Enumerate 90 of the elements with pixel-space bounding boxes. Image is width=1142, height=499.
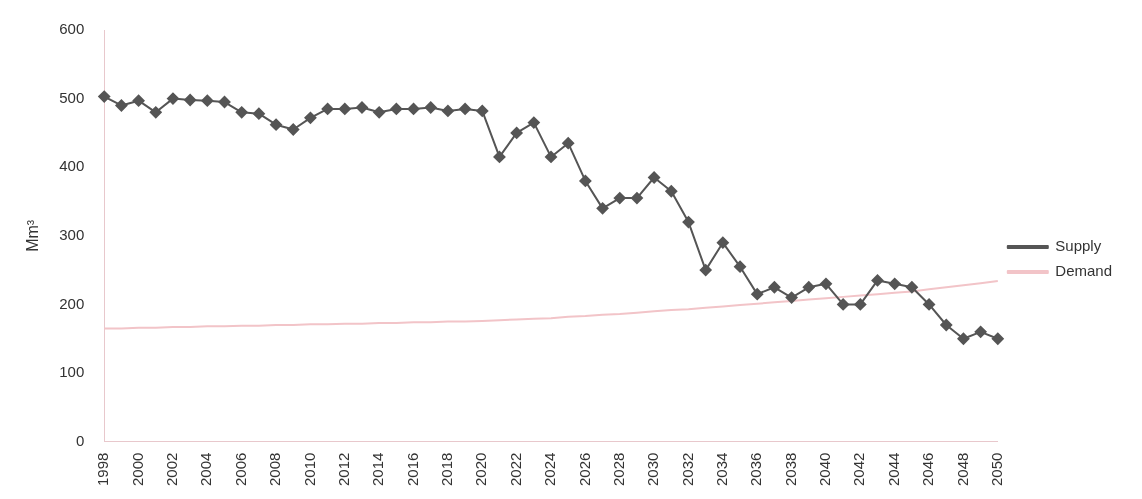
x-tick-label: 2012 [334, 452, 352, 487]
point [338, 102, 351, 115]
x-tick-label: 2010 [300, 452, 318, 487]
point [424, 101, 437, 114]
point [819, 277, 832, 290]
point [974, 325, 987, 338]
point [630, 192, 643, 205]
x-tick-label: 2022 [506, 452, 524, 487]
x-tick-label: 2046 [919, 452, 937, 487]
x-tick-label: 2030 [644, 452, 662, 487]
point [355, 101, 368, 114]
point [287, 123, 300, 136]
point [115, 99, 128, 112]
x-tick-label: 2032 [678, 452, 696, 487]
x-tick-label: 2050 [987, 452, 1005, 487]
point [98, 90, 111, 103]
x-tick-label: 2008 [266, 452, 284, 487]
x-tick-label: 2016 [403, 452, 421, 487]
x-tick-label: 2036 [747, 452, 765, 487]
point [510, 126, 523, 139]
point [716, 236, 729, 249]
x-tick-label: 2034 [713, 452, 730, 487]
y-tick-label: 0 [75, 431, 85, 449]
x-tick-label: 2038 [781, 452, 799, 487]
point [768, 281, 781, 294]
point [888, 277, 901, 290]
x-tick-label: 1998 [94, 452, 112, 487]
x-tick-label: 2028 [609, 452, 627, 487]
point [905, 281, 918, 294]
point [682, 216, 695, 229]
point [441, 104, 454, 117]
point [734, 260, 747, 273]
point [201, 94, 214, 107]
x-tick-label: 2004 [197, 452, 215, 487]
point [562, 137, 575, 150]
x-tick-label: 2026 [575, 452, 593, 487]
point [940, 319, 953, 331]
point [596, 202, 609, 215]
y-tick-label: 300 [59, 225, 85, 243]
point [871, 274, 884, 287]
point [390, 102, 403, 115]
point [545, 150, 558, 163]
point [407, 102, 420, 115]
point [699, 264, 712, 277]
point [648, 171, 661, 184]
x-tick-label: 2024 [541, 452, 559, 487]
point [923, 298, 936, 311]
point [579, 174, 592, 187]
point [459, 102, 472, 115]
y-tick-label: 500 [59, 88, 85, 106]
x-tick-label: 2020 [472, 452, 490, 487]
legend-label: Supply [1055, 237, 1102, 255]
y-tick-label: 400 [59, 157, 85, 175]
x-tick-label: 2040 [816, 452, 834, 487]
point [854, 298, 867, 311]
point [304, 111, 317, 124]
x-tick-label: 2018 [438, 452, 456, 487]
point [252, 107, 265, 120]
point [957, 332, 970, 345]
legend-label: Demand [1055, 262, 1113, 280]
x-tick-label: 2006 [231, 452, 249, 487]
point [991, 332, 1004, 345]
x-tick-label: 2014 [369, 452, 387, 487]
x-tick-label: 2044 [884, 452, 902, 487]
point [527, 116, 540, 129]
point [785, 291, 798, 304]
y-axis-title: Mm³ [24, 219, 42, 252]
y-tick-label: 600 [59, 20, 85, 38]
point [665, 185, 678, 198]
point [321, 102, 334, 115]
x-tick-label: 2002 [163, 452, 181, 487]
point [837, 298, 850, 311]
point [218, 96, 231, 109]
x-tick-label: 2048 [953, 452, 971, 487]
point [476, 104, 489, 117]
y-tick-label: 200 [59, 294, 85, 312]
x-tick-label: 2000 [128, 452, 146, 487]
point [270, 118, 283, 131]
point [373, 106, 386, 119]
point [613, 192, 626, 205]
y-tick-label: 100 [59, 363, 85, 381]
point [235, 106, 248, 119]
point [751, 288, 764, 301]
x-tick-label: 2042 [850, 452, 868, 487]
point [166, 92, 179, 105]
point [184, 93, 197, 106]
point [802, 281, 815, 294]
point [132, 94, 145, 107]
point [493, 150, 506, 163]
point [149, 106, 162, 119]
